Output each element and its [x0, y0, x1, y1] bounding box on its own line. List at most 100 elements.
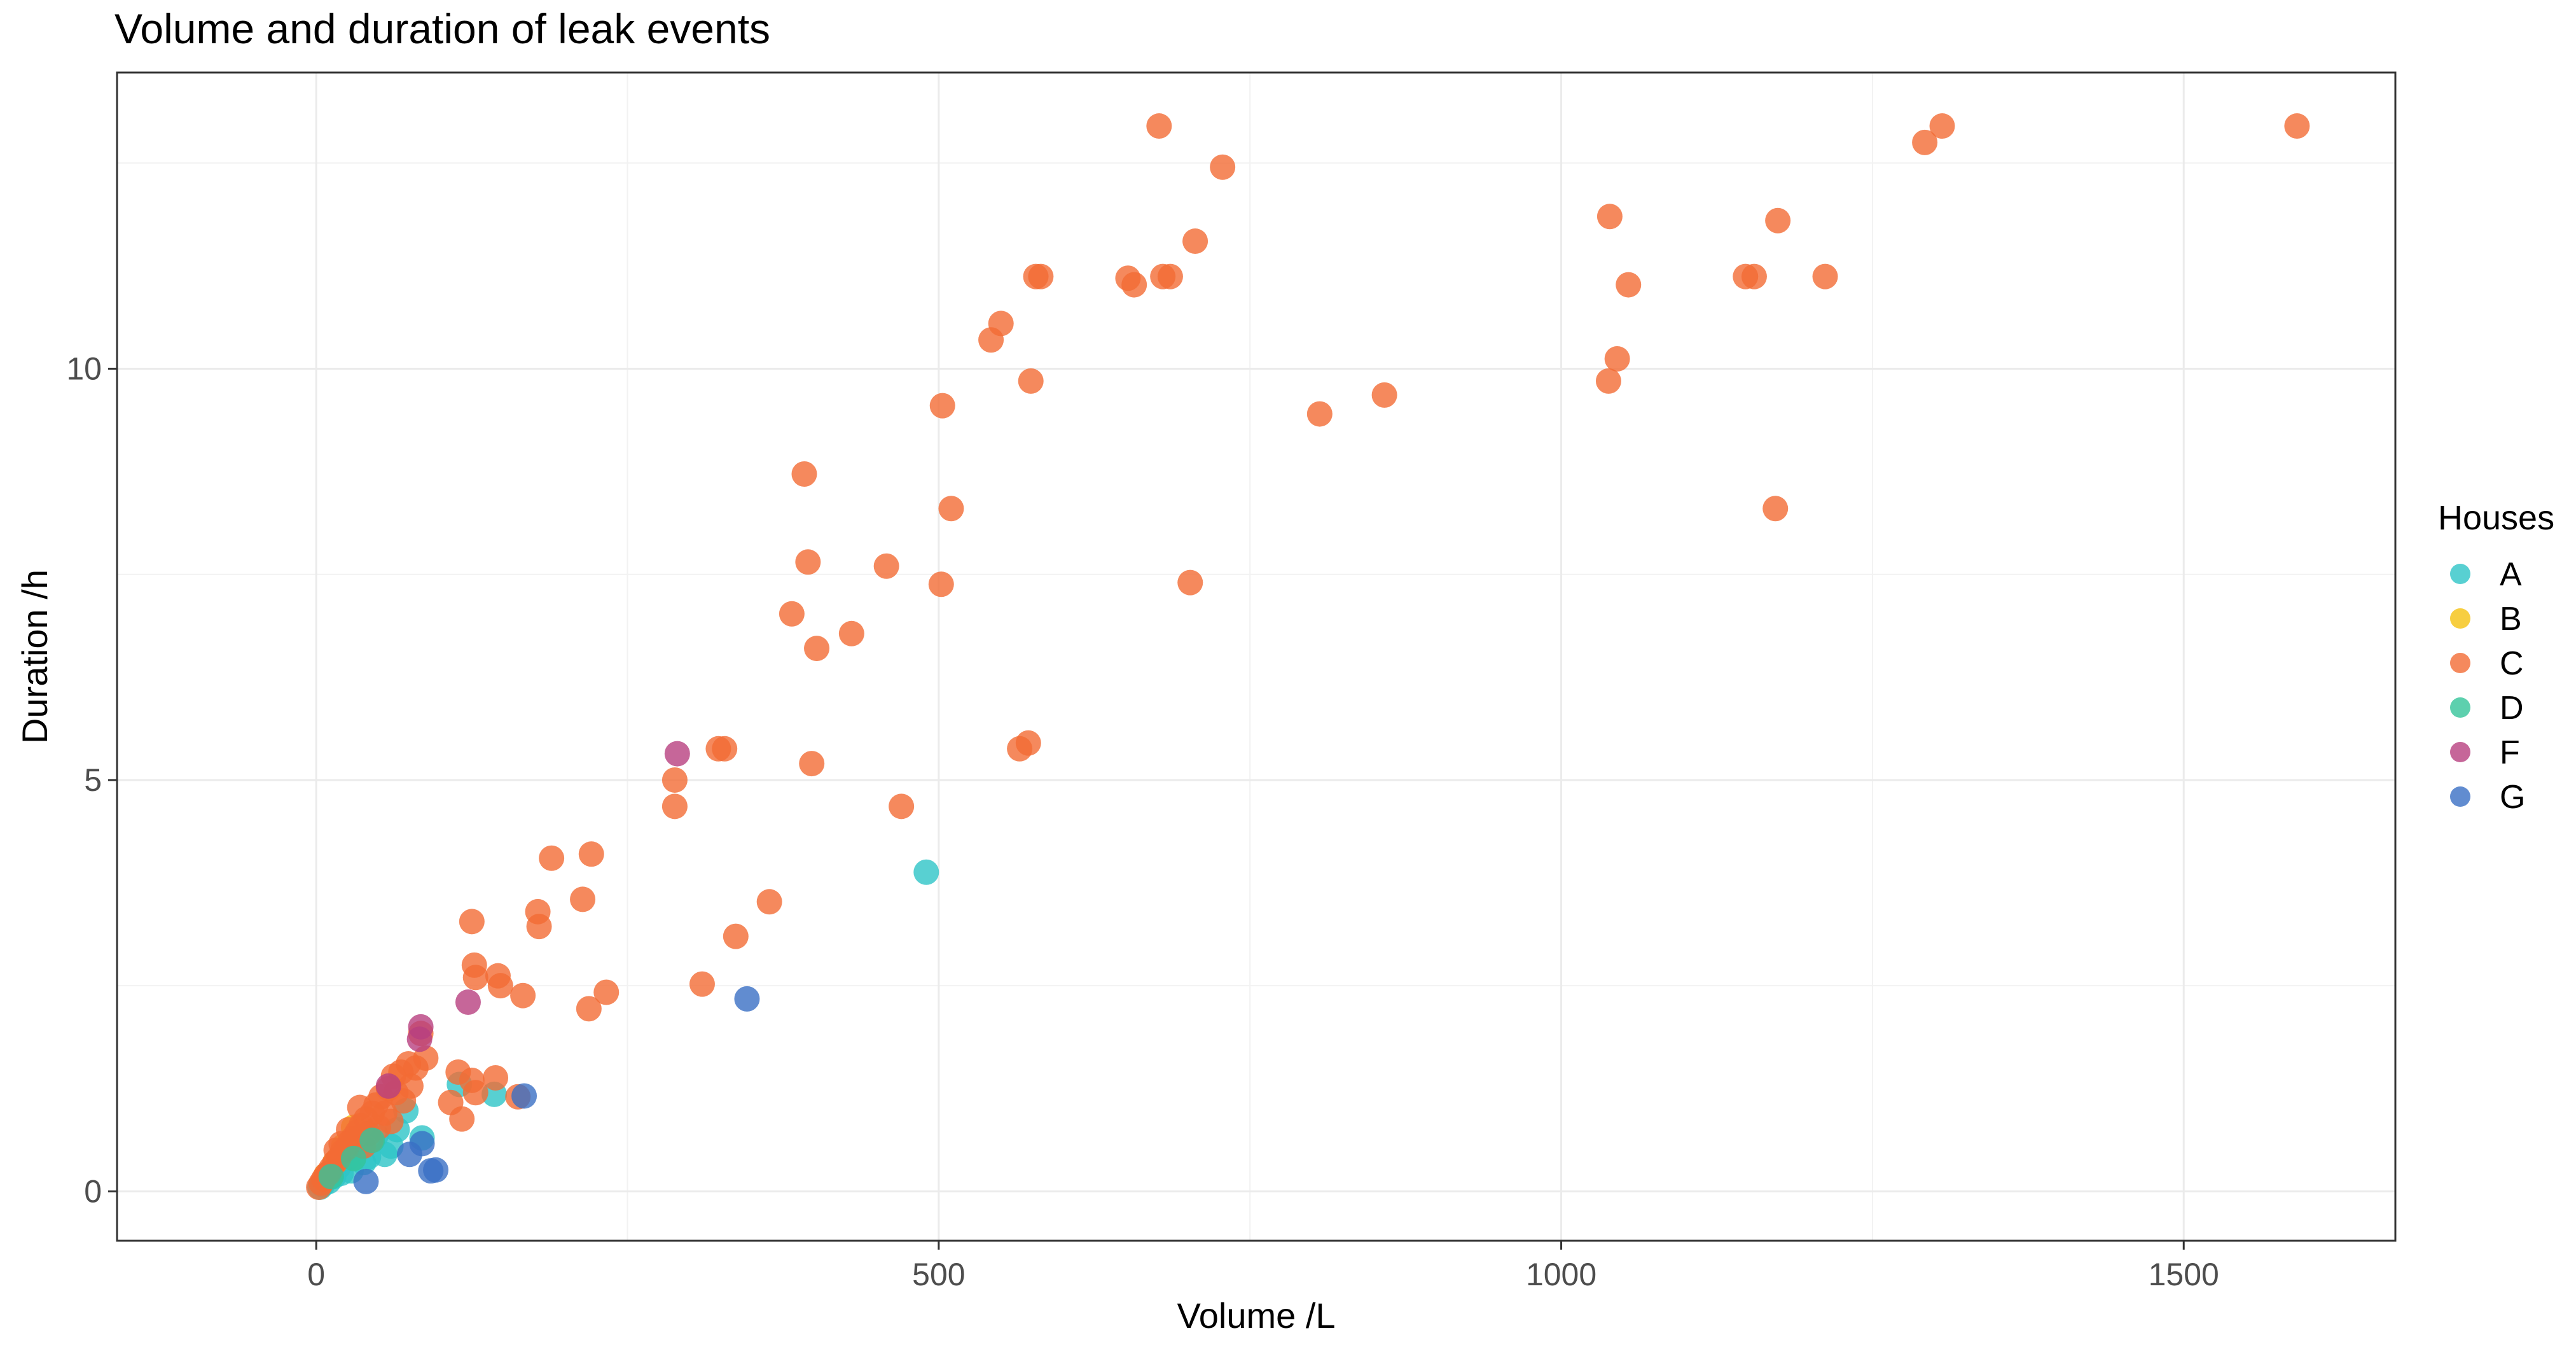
data-point	[375, 1073, 401, 1099]
series-F	[375, 741, 690, 1099]
data-point	[661, 767, 688, 793]
data-point	[578, 841, 604, 867]
data-point	[398, 1073, 424, 1099]
data-point	[712, 736, 738, 762]
legend-swatch	[2450, 564, 2470, 584]
data-point	[889, 793, 915, 820]
data-point	[1371, 382, 1397, 408]
data-point	[928, 571, 954, 597]
data-point	[455, 989, 481, 1015]
data-point	[1616, 272, 1642, 298]
data-point	[1157, 263, 1183, 290]
y-tick-label: 10	[66, 351, 102, 386]
data-point	[1912, 129, 1938, 155]
legend-swatch	[2450, 697, 2470, 718]
data-point	[359, 1127, 385, 1154]
data-point	[510, 982, 536, 1009]
legend-item-B: B	[2450, 601, 2522, 638]
panel-border	[116, 71, 2397, 1242]
legend-item-C: C	[2450, 645, 2524, 682]
data-point	[723, 923, 749, 949]
legend-item-G: G	[2450, 779, 2525, 816]
legend-label: B	[2500, 601, 2522, 638]
x-tick-label: 0	[307, 1257, 325, 1292]
data-point	[526, 914, 552, 940]
data-point	[1765, 207, 1791, 234]
data-point	[1595, 368, 1621, 394]
data-point	[570, 886, 596, 912]
data-point	[838, 620, 864, 646]
data-point	[689, 971, 715, 997]
series-D	[318, 1127, 385, 1190]
data-point	[804, 636, 830, 662]
data-point	[873, 553, 899, 579]
legend-swatch	[2450, 653, 2470, 673]
data-point	[487, 973, 513, 999]
data-point	[462, 1080, 488, 1106]
y-tick-label: 0	[84, 1173, 102, 1209]
legend-title: Houses	[2438, 499, 2554, 537]
data-point	[1741, 263, 1767, 290]
data-point	[938, 496, 964, 522]
data-point	[1121, 272, 1147, 298]
x-tick-label: 1000	[1526, 1257, 1596, 1292]
data-point	[791, 461, 817, 487]
grid-layer	[117, 73, 2395, 1241]
data-point	[347, 1094, 373, 1120]
data-point	[1177, 569, 1203, 596]
legend-label: A	[2500, 556, 2522, 593]
data-point	[340, 1145, 366, 1171]
data-point	[449, 1106, 475, 1132]
data-point	[1018, 368, 1044, 394]
y-axis-title: Duration /h	[15, 569, 55, 744]
data-point	[483, 1064, 509, 1091]
series-C	[306, 113, 2310, 1200]
data-point	[353, 1168, 379, 1194]
data-point	[396, 1141, 422, 1168]
data-point	[459, 909, 485, 935]
data-point	[539, 845, 565, 871]
data-point	[913, 859, 939, 885]
x-tick-label: 1500	[2149, 1257, 2219, 1292]
data-point	[1007, 736, 1033, 762]
legend-swatch	[2450, 608, 2470, 629]
data-point	[795, 549, 821, 575]
data-point	[593, 979, 620, 1005]
data-point	[462, 965, 488, 991]
data-point	[779, 601, 805, 627]
legend-label: C	[2500, 645, 2524, 682]
data-point	[2284, 113, 2310, 139]
legend-swatch	[2450, 742, 2470, 762]
data-point	[378, 1108, 404, 1134]
data-point	[1306, 401, 1333, 427]
series-G	[353, 986, 760, 1194]
legend-item-A: A	[2450, 556, 2522, 593]
points-layer	[306, 113, 2310, 1200]
data-point	[661, 793, 688, 820]
data-point	[734, 986, 760, 1012]
axes-layer: 0 500 1000 1500 0 5 10	[66, 351, 2219, 1292]
data-point	[1604, 345, 1630, 372]
data-point	[1929, 113, 1955, 139]
legend-label: G	[2500, 779, 2525, 816]
data-point	[445, 1059, 471, 1085]
data-point	[1146, 113, 1172, 139]
data-point	[929, 393, 955, 419]
x-axis-title: Volume /L	[1177, 1295, 1335, 1336]
data-point	[1762, 496, 1789, 522]
data-point	[664, 741, 690, 767]
data-point	[1596, 204, 1623, 230]
data-point	[1028, 263, 1054, 290]
data-point	[1182, 228, 1208, 255]
data-point	[318, 1164, 344, 1190]
data-point	[1210, 154, 1236, 180]
data-point	[511, 1083, 537, 1109]
data-point	[576, 996, 602, 1022]
legend-swatch	[2450, 786, 2470, 807]
legend-label: F	[2500, 734, 2520, 771]
chart-title: Volume and duration of leak events	[114, 5, 770, 52]
